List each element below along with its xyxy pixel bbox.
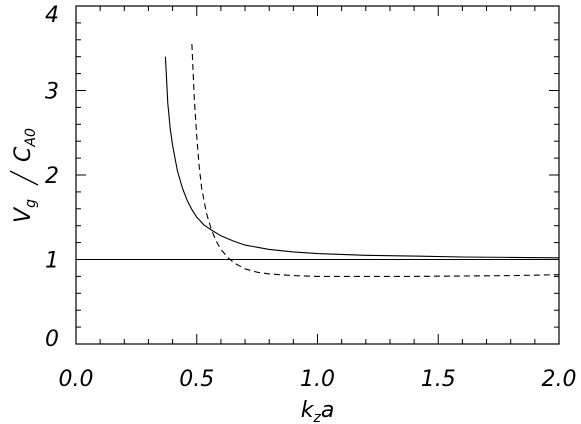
x-tick-label: 0.0: [59, 367, 94, 392]
x-tick-label: 1.0: [300, 367, 335, 392]
svg-text:CA0: CA0: [11, 128, 39, 162]
series-line-1: [164, 56, 560, 259]
x-tick-label: 1.5: [421, 367, 456, 392]
y-label-den-main: C: [11, 146, 36, 162]
y-label-num-sub: g: [23, 199, 39, 208]
plot-frame: [75, 5, 560, 345]
y-tick-label: 1: [45, 249, 59, 274]
x-tick-label: 0.5: [179, 367, 214, 392]
svg-text:Vg: Vg: [11, 199, 39, 223]
x-label-sub: z: [312, 410, 321, 424]
ticks: [75, 5, 560, 345]
y-tick-label: 4: [45, 3, 59, 28]
x-axis-label: kza: [301, 398, 335, 424]
x-label-tail: a: [321, 398, 334, 423]
y-label-den-sub: A0: [23, 128, 39, 148]
y-label-num-main: V: [11, 206, 36, 223]
tick-labels: 0.0 0.5 1.0 1.5 2.0 0 1 2 3 4: [45, 3, 577, 392]
y-tick-label: 3: [45, 80, 59, 105]
y-tick-label: 0: [45, 327, 59, 352]
x-tick-label: 2.0: [542, 367, 577, 392]
x-label-main: k: [301, 398, 315, 423]
y-label-slash: [9, 170, 39, 186]
series-line-2: [191, 43, 560, 277]
series-group: [76, 43, 560, 277]
y-axis-label: Vg CA0: [9, 128, 39, 223]
y-tick-label: 2: [45, 164, 59, 189]
